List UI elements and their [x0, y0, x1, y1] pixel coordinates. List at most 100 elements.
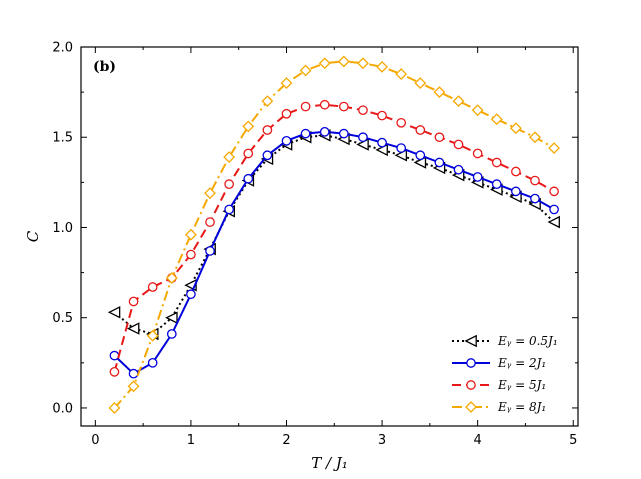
data-point	[357, 57, 369, 70]
y-tick-label: 0.0	[52, 401, 73, 416]
panel-label: (b)	[93, 59, 116, 75]
data-point	[242, 120, 255, 133]
data-point	[491, 179, 502, 190]
data-point	[453, 164, 464, 175]
data-point	[146, 329, 159, 342]
data-point	[415, 125, 426, 135]
data-point	[280, 77, 293, 90]
data-point	[300, 128, 311, 139]
data-point	[530, 193, 540, 204]
data-point	[184, 228, 197, 241]
data-point	[319, 126, 330, 137]
legend-marker	[466, 358, 476, 368]
data-point	[395, 68, 408, 80]
x-axis-label: T / J₁	[311, 454, 348, 472]
x-tick-label: 2	[282, 433, 290, 448]
series-2	[109, 126, 559, 379]
data-point	[338, 101, 349, 112]
data-point	[128, 368, 139, 379]
data-point	[548, 142, 561, 154]
data-point	[126, 322, 140, 335]
data-point	[472, 172, 483, 182]
x-tick-label: 1	[187, 433, 195, 448]
legend-marker	[464, 334, 477, 348]
legend-label: Eᵧ = 8J₁	[497, 400, 546, 414]
data-point	[262, 150, 273, 161]
data-point	[337, 55, 350, 68]
data-point	[376, 60, 388, 73]
data-point	[490, 113, 503, 126]
y-tick-label: 1.0	[52, 221, 73, 236]
y-tick-label: 0.5	[52, 311, 73, 326]
data-point	[128, 296, 139, 307]
data-point	[472, 148, 483, 159]
ticks-layer: 0 1 2 3 4 5 0.0 0.5 1.0 1.5 2.0	[52, 41, 578, 448]
data-point	[452, 95, 465, 108]
data-point	[243, 173, 254, 184]
data-point	[509, 122, 522, 135]
data-point	[186, 249, 196, 260]
data-point	[434, 132, 445, 143]
data-point	[396, 117, 407, 128]
data-point	[491, 157, 502, 168]
plot-frame	[80, 46, 579, 427]
data-point	[338, 128, 349, 139]
data-point	[223, 151, 236, 164]
legend-label: Eᵧ = 5J₁	[497, 378, 546, 392]
data-point	[127, 380, 140, 393]
data-point	[547, 215, 560, 229]
data-point	[396, 143, 407, 153]
legend-label: Eᵧ = 2J₁	[497, 356, 546, 370]
data-point	[511, 166, 521, 177]
data-point	[549, 204, 559, 215]
data-point	[319, 99, 330, 110]
data-point	[318, 57, 331, 70]
data-point	[165, 311, 178, 324]
data-point	[262, 125, 273, 135]
data-point	[205, 217, 215, 227]
x-tick-label: 5	[569, 433, 577, 448]
data-point	[224, 179, 234, 190]
legend-marker	[466, 380, 476, 390]
data-point	[204, 187, 216, 200]
legend-label: Eᵧ = 0.5J₁	[497, 334, 558, 348]
data-point	[414, 77, 427, 90]
data-point	[433, 86, 446, 99]
data-point	[224, 204, 234, 215]
data-point	[147, 282, 158, 292]
data-point	[166, 329, 177, 339]
data-point	[529, 131, 541, 144]
y-tick-label: 2.0	[52, 41, 73, 56]
data-point	[549, 186, 559, 197]
data-point	[377, 110, 387, 121]
series-layer	[107, 55, 561, 414]
x-tick-label: 0	[91, 433, 99, 448]
legend-marker	[465, 401, 477, 413]
series-4	[108, 55, 561, 414]
data-point	[281, 108, 292, 119]
data-point	[186, 289, 196, 300]
legend: Eᵧ = 0.5J₁ Eᵧ = 2J₁ Eᵧ = 5J₁ Eᵧ = 8J₁	[452, 334, 558, 414]
data-point	[358, 132, 368, 143]
data-point	[109, 367, 120, 377]
y-tick-label: 1.5	[52, 131, 73, 146]
data-point	[377, 137, 387, 148]
data-point	[205, 246, 215, 256]
data-point	[300, 101, 311, 112]
data-point	[108, 402, 121, 414]
data-point	[530, 175, 540, 186]
x-tick-label: 3	[378, 433, 386, 448]
data-point	[281, 135, 292, 146]
x-tick-label: 4	[474, 433, 482, 448]
data-point	[243, 148, 254, 159]
data-point	[147, 357, 158, 368]
data-point	[261, 95, 274, 108]
data-point	[107, 306, 121, 319]
data-point	[415, 150, 426, 161]
data-point	[471, 104, 484, 117]
data-point	[434, 157, 445, 168]
data-point	[299, 64, 312, 77]
data-point	[109, 350, 120, 361]
data-point	[453, 139, 464, 150]
series-3	[109, 99, 559, 377]
